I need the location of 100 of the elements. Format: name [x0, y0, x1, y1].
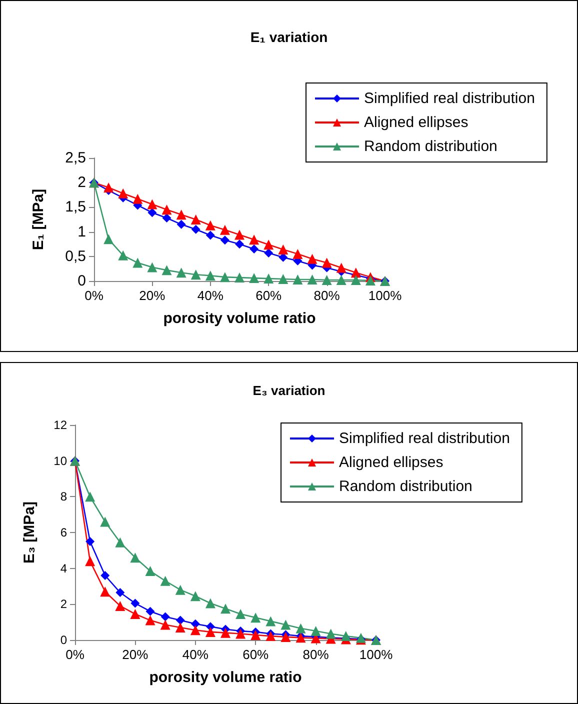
point [190, 270, 201, 280]
point [205, 626, 216, 637]
legend-label: Aligned ellipses [339, 454, 444, 471]
point [115, 600, 126, 611]
point [264, 240, 274, 250]
legend-label: Random distribution [339, 478, 472, 495]
x-tick-label: 40% [182, 647, 209, 662]
point [249, 234, 260, 245]
point [326, 628, 336, 639]
point [220, 604, 230, 614]
point [130, 552, 140, 563]
point [175, 584, 186, 595]
point [266, 616, 276, 626]
y-tick-label: 10 [54, 454, 68, 468]
y-tick-label: 2,5 [65, 150, 86, 166]
chart-title: E₁ variation [250, 29, 328, 45]
y-axis-title: E₃ [MPa] [21, 502, 38, 564]
point [220, 236, 230, 245]
x-tick-label: 80% [302, 647, 330, 662]
point [191, 224, 200, 234]
point [205, 270, 216, 281]
y-tick-label: 0 [60, 633, 68, 647]
point [340, 631, 351, 642]
point [220, 628, 230, 638]
x-tick-label: 0% [84, 288, 104, 303]
point [100, 571, 110, 580]
point [145, 615, 156, 626]
point [280, 632, 291, 642]
chart-title: E₃ variation [252, 383, 326, 398]
point [162, 265, 172, 276]
y-tick-label: 4 [60, 561, 68, 576]
point [118, 250, 128, 260]
point [206, 230, 215, 240]
point [118, 188, 128, 198]
y-tick-label: 2 [60, 597, 68, 612]
legend-label: Simplified real distribution [364, 90, 535, 107]
x-tick-label: 80% [314, 288, 340, 303]
point [235, 240, 244, 249]
point [104, 234, 114, 244]
point [115, 537, 126, 548]
point [130, 609, 140, 620]
x-tick-label: 20% [139, 288, 166, 303]
point [296, 623, 306, 634]
point [350, 275, 361, 286]
point [104, 182, 114, 193]
point [100, 586, 110, 597]
legend-label: Simplified real distribution [339, 430, 510, 447]
y-tick-label: 0 [78, 272, 86, 290]
point [234, 230, 244, 240]
point [292, 274, 303, 285]
point [264, 274, 274, 284]
point [336, 262, 346, 273]
point [249, 273, 260, 284]
y-tick-label: 6 [60, 526, 68, 540]
point [220, 272, 230, 282]
point [160, 612, 170, 622]
point [307, 254, 318, 264]
point [280, 620, 291, 630]
point [176, 210, 186, 220]
point [307, 274, 318, 285]
point [190, 591, 200, 602]
point [220, 224, 230, 235]
y-axis-title: E₁ [MPa] [30, 188, 47, 250]
point [205, 598, 216, 608]
point [132, 194, 143, 204]
y-tick-label: 12 [54, 418, 68, 432]
point [234, 272, 244, 283]
y-tick-label: 0,5 [65, 248, 86, 265]
x-tick-label: 60% [256, 288, 282, 303]
point [322, 275, 332, 286]
point [322, 258, 332, 268]
x-tick-label: 100% [368, 288, 402, 303]
point [236, 609, 246, 620]
point [86, 536, 95, 546]
point [176, 616, 185, 625]
point [145, 566, 156, 576]
y-tick-label: 1,5 [65, 198, 86, 216]
x-tick-label: 60% [242, 647, 270, 662]
point [175, 622, 186, 632]
point [85, 556, 96, 566]
point [132, 258, 143, 268]
point [146, 606, 155, 616]
point [292, 248, 303, 259]
point [190, 625, 200, 636]
point [147, 262, 158, 272]
point [266, 631, 276, 642]
point [278, 274, 288, 284]
point [205, 220, 216, 230]
point [85, 492, 96, 502]
y-tick-label: 2 [78, 174, 86, 192]
y-tick-label: 8 [60, 490, 68, 504]
point [236, 628, 246, 639]
point [250, 244, 259, 254]
point [147, 199, 158, 210]
point [100, 516, 110, 527]
point [160, 576, 170, 586]
x-axis-title: porosity volume ratio [149, 669, 302, 686]
point [116, 588, 125, 598]
x-tick-label: 0% [66, 647, 85, 662]
point [176, 268, 186, 278]
